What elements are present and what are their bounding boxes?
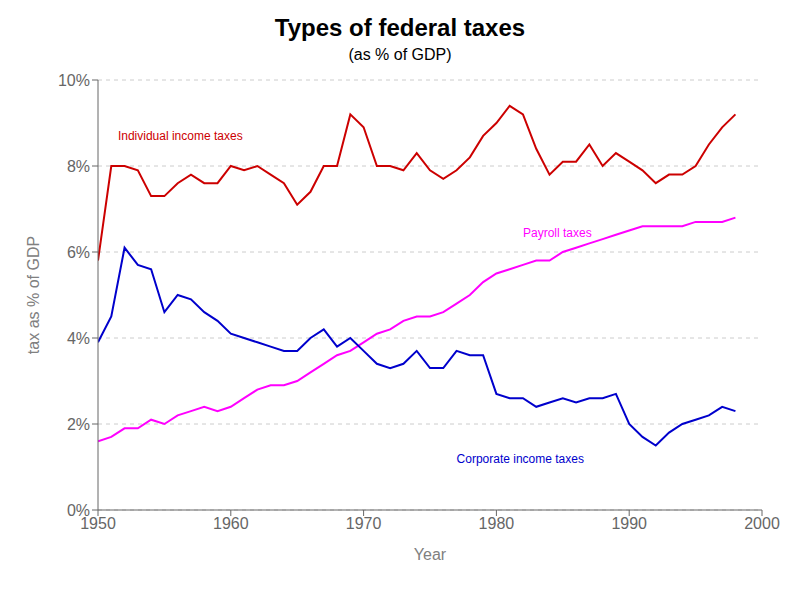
- svg-text:8%: 8%: [67, 158, 90, 175]
- svg-text:tax as % of GDP: tax as % of GDP: [25, 236, 42, 354]
- svg-text:Year: Year: [414, 546, 447, 563]
- svg-text:1960: 1960: [213, 515, 249, 532]
- svg-text:Corporate income taxes: Corporate income taxes: [457, 452, 584, 466]
- svg-text:4%: 4%: [67, 330, 90, 347]
- svg-text:Payroll taxes: Payroll taxes: [523, 226, 592, 240]
- svg-text:6%: 6%: [67, 244, 90, 261]
- html-text:Types of federal taxes: Types of federal taxes: [274, 14, 526, 41]
- svg-text:Individual income taxes: Individual income taxes: [118, 129, 243, 143]
- svg-text:10%: 10%: [58, 72, 90, 89]
- svg-text:1990: 1990: [611, 515, 647, 532]
- svg-text:2000: 2000: [744, 515, 780, 532]
- svg-text:1950: 1950: [80, 515, 116, 533]
- html-text:(as % of GDP): (as % of GDP): [348, 46, 452, 63]
- svg-text:2%: 2%: [67, 416, 90, 433]
- svg-text:0%: 0%: [67, 502, 90, 519]
- svg-text:1970: 1970: [346, 515, 382, 532]
- svg-text:1980: 1980: [479, 515, 515, 532]
